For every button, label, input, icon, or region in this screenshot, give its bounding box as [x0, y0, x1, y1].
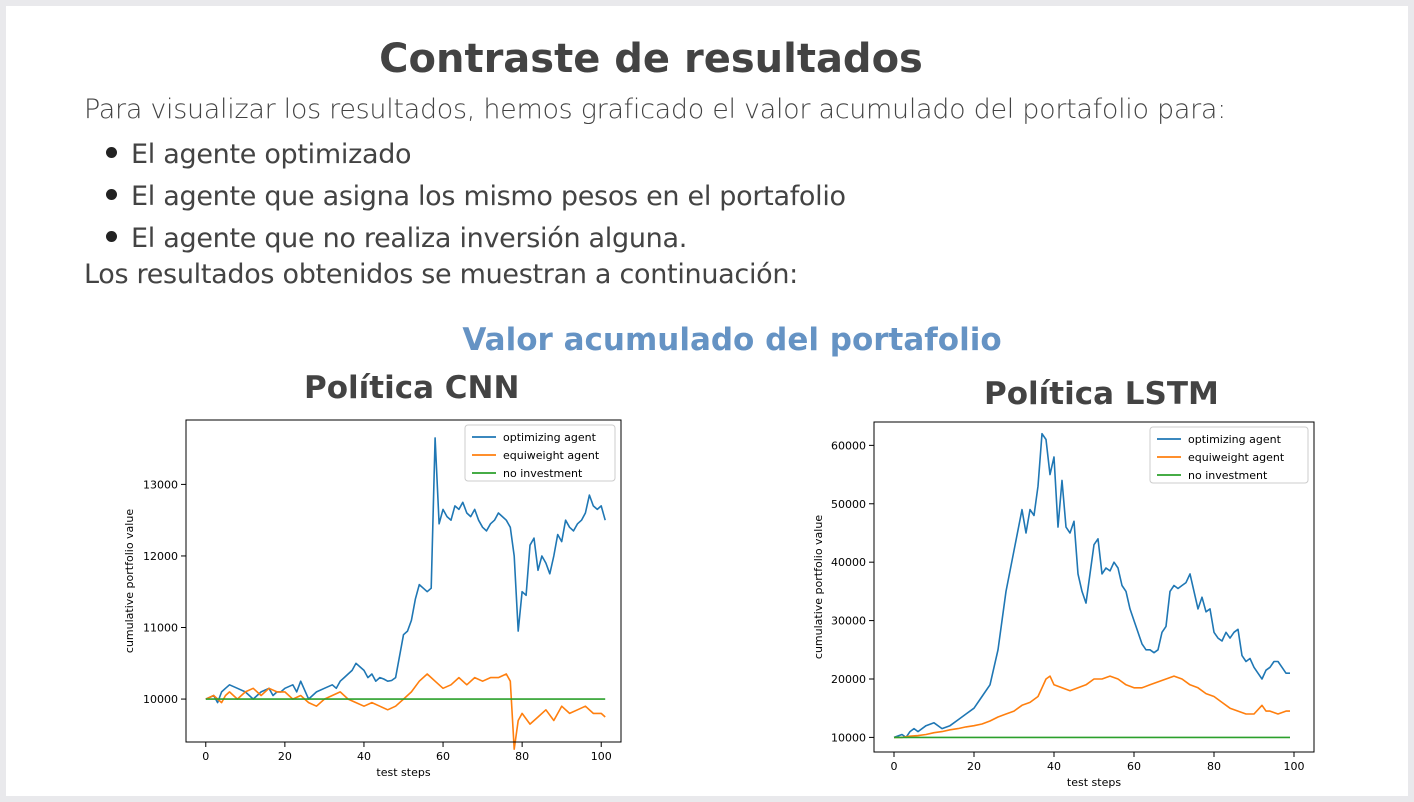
y-tick-label: 13000 [143, 478, 178, 491]
chart-lstm: 0 20 40 60 80 100 10000 20000 30000 40000 50000 600… [812, 421, 1315, 789]
y-tick-label: 20000 [831, 673, 866, 686]
y-axis-label: cumulative portfolio value [123, 509, 136, 653]
y-tick-label: 10000 [143, 693, 178, 706]
bullet-item: El agente optimizado [106, 134, 846, 176]
chart-cnn: 0 20 40 60 80 100 10000 11000 12000 13000 test ste… [123, 419, 622, 779]
x-axis-label: test steps [1067, 776, 1121, 789]
bullet-text: El agente que asigna los mismo pesos en … [131, 181, 846, 212]
section-subtitle: Valor acumulado del portafolio [462, 322, 1002, 358]
legend-label: no investment [503, 467, 583, 480]
x-tick-label: 100 [591, 750, 612, 763]
x-tick-label: 0 [891, 760, 898, 773]
series-line-equiweight [205, 673, 606, 751]
legend-label: equiweight agent [503, 449, 600, 462]
chart-title-lstm: Política LSTM [984, 376, 1219, 412]
bullet-text: El agente optimizado [131, 139, 412, 170]
legend-label: no investment [1188, 469, 1268, 482]
bullet-dot-icon [106, 231, 117, 242]
bullet-item: El agente que asigna los mismo pesos en … [106, 176, 846, 218]
x-tick-label: 100 [1284, 760, 1305, 773]
y-tick-label: 60000 [831, 439, 866, 452]
legend-label: optimizing agent [1188, 433, 1282, 446]
x-tick-label: 60 [436, 750, 450, 763]
slide: Contraste de resultados Para visualizar … [6, 6, 1408, 796]
outro-text: Los resultados obtenidos se muestran a c… [84, 259, 798, 290]
plot-frame [185, 419, 622, 743]
x-tick-label: 40 [357, 750, 371, 763]
x-tick-label: 60 [1127, 760, 1141, 773]
series-line-equiweight [894, 675, 1290, 739]
y-tick-label: 11000 [143, 622, 178, 635]
bullet-dot-icon [106, 189, 117, 200]
x-tick-label: 20 [967, 760, 981, 773]
bullet-dot-icon [106, 147, 117, 158]
y-tick-label: 40000 [831, 556, 866, 569]
series-line-optimizing [205, 437, 606, 704]
legend-label: optimizing agent [503, 431, 597, 444]
intro-text: Para visualizar los resultados, hemos gr… [84, 94, 1226, 125]
plot-frame [873, 421, 1315, 753]
y-axis-label: cumulative portfolio value [812, 515, 825, 659]
bullet-text: El agente que no realiza inversión algun… [131, 223, 687, 254]
legend: optimizing agent equiweight agent no inves… [464, 424, 616, 482]
x-tick-label: 80 [515, 750, 529, 763]
y-tick-label: 12000 [143, 550, 178, 563]
x-axis-label: test steps [376, 766, 430, 779]
x-tick-label: 0 [202, 750, 209, 763]
chart-title-cnn: Política CNN [304, 370, 520, 406]
legend: optimizing agent equiweight agent no inves… [1149, 426, 1309, 484]
x-tick-label: 80 [1207, 760, 1221, 773]
bullet-item: El agente que no realiza inversión algun… [106, 218, 846, 260]
x-tick-label: 40 [1047, 760, 1061, 773]
legend-label: equiweight agent [1188, 451, 1285, 464]
bullet-list: El agente optimizado El agente que asign… [106, 134, 846, 260]
y-tick-label: 50000 [831, 498, 866, 511]
legend-box [1149, 426, 1309, 484]
y-tick-label: 30000 [831, 615, 866, 628]
page-title: Contraste de resultados [379, 36, 923, 82]
legend-box [464, 424, 616, 482]
y-tick-label: 10000 [831, 731, 866, 744]
series-line-optimizing [893, 432, 1290, 739]
x-tick-label: 20 [278, 750, 292, 763]
